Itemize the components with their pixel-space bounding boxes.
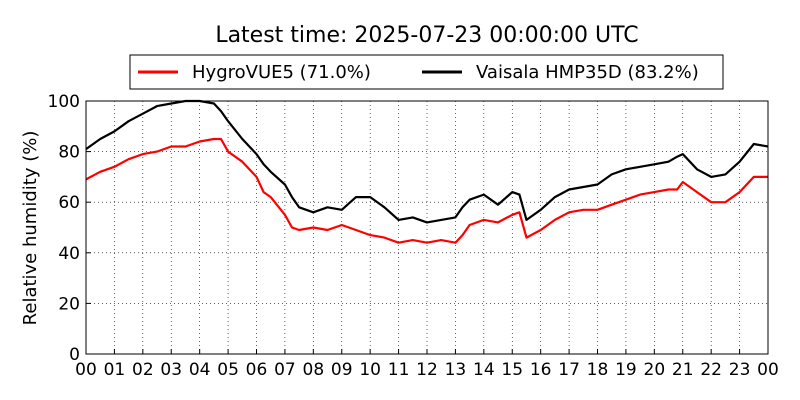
y-tick-label: 80 [58,143,80,163]
x-tick-label: 23 [729,360,751,380]
chart-title: Latest time: 2025-07-23 00:00:00 UTC [215,23,638,48]
x-tick-label: 07 [274,360,296,380]
x-tick-label: 22 [700,360,722,380]
x-tick-label: 09 [331,360,353,380]
y-tick-label: 20 [58,294,80,314]
x-tick-label: 17 [558,360,580,380]
legend-label-vaisala: Vaisala HMP35D (83.2%) [476,62,699,83]
series-lines [85,99,769,244]
legend: HygroVUE5 (71.0%) Vaisala HMP35D (83.2%) [129,54,724,90]
y-tick-label: 40 [58,244,80,264]
x-axis: 00 01 02 03 04 05 06 07 08 09 10 11 12 13 14 15 16 17 18 19… [75,349,779,380]
legend-label-hygrovue5: HygroVUE5 (71.0%) [192,62,371,83]
x-tick-label: 08 [303,360,325,380]
grid [86,101,768,354]
x-tick-label: 13 [445,360,467,380]
series-line-vaisala [85,99,769,224]
x-tick-label: 01 [104,360,126,380]
x-tick-label: 10 [359,360,381,380]
x-tick-label: 00 [75,360,97,380]
x-tick-label: 14 [473,360,495,380]
x-tick-label: 03 [160,360,182,380]
x-tick-label: 12 [416,360,438,380]
y-axis: 0 20 40 60 80 100 [48,92,91,365]
x-tick-label: 06 [246,360,268,380]
x-tick-label: 00 [757,360,779,380]
y-tick-label: 100 [48,92,80,112]
x-tick-label: 21 [672,360,694,380]
x-tick-label: 19 [615,360,637,380]
x-tick-label: 20 [644,360,666,380]
x-tick-label: 11 [388,360,410,380]
x-tick-label: 04 [189,360,211,380]
x-tick-label: 05 [217,360,239,380]
x-tick-label: 02 [132,360,154,380]
x-tick-label: 15 [501,360,523,380]
plot-frame [85,100,769,355]
y-tick-label: 0 [69,345,80,365]
y-axis-label: Relative humidity (%) [20,131,41,326]
y-tick-label: 60 [58,193,80,213]
series-line-hygrovue5 [85,137,768,244]
x-tick-label: 16 [530,360,552,380]
x-tick-label: 18 [587,360,609,380]
